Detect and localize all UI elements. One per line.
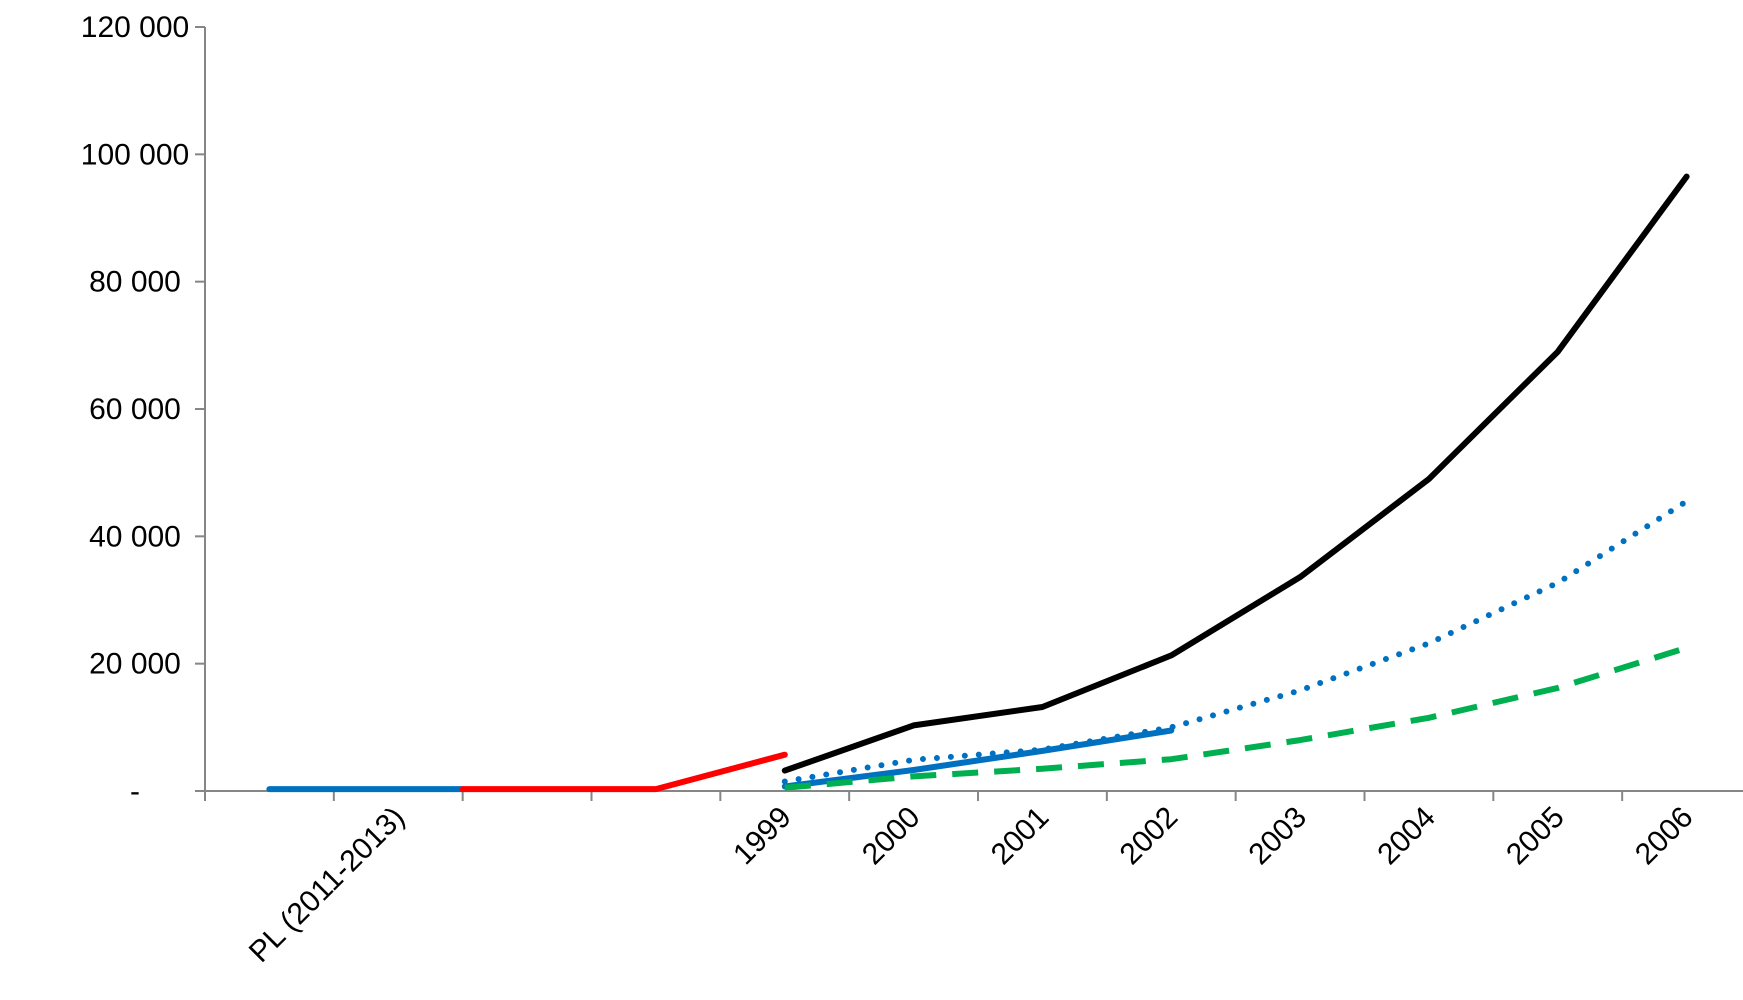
y-tick-label: 120 000 <box>81 11 189 44</box>
x-tick-label: 2000 <box>856 801 927 872</box>
y-tick-label: 80 000 <box>89 266 181 299</box>
x-tick-label: 2006 <box>1629 801 1700 872</box>
x-tick-label: 2001 <box>985 801 1056 872</box>
series-line-3 <box>781 498 1690 785</box>
x-axis: PL (2011-2013) 1999 2000 2001 2002 2003 2004 20… <box>204 790 1743 969</box>
y-axis: - 20 000 40 000 60 000 80 000 100 000 120 000 <box>81 11 206 808</box>
x-tick-label: 2002 <box>1114 801 1185 872</box>
x-tick-label: PL (2011-2013) <box>243 801 411 969</box>
series-line-1 <box>459 751 788 793</box>
x-tick-label: 2004 <box>1371 801 1442 872</box>
x-tick-label: 1999 <box>727 801 798 872</box>
series-line-4 <box>781 727 1175 790</box>
x-tick-label: 2005 <box>1500 801 1571 872</box>
x-tick-label: 2003 <box>1242 801 1313 872</box>
series-layer <box>266 173 1690 793</box>
y-tick-label: - <box>130 775 140 808</box>
y-tick-label: 60 000 <box>89 393 181 426</box>
y-tick-label: 40 000 <box>89 520 181 553</box>
y-tick-label: 20 000 <box>89 648 181 681</box>
series-line-2 <box>781 173 1690 774</box>
series-line-5 <box>784 644 1688 791</box>
y-tick-label: 100 000 <box>81 138 189 171</box>
